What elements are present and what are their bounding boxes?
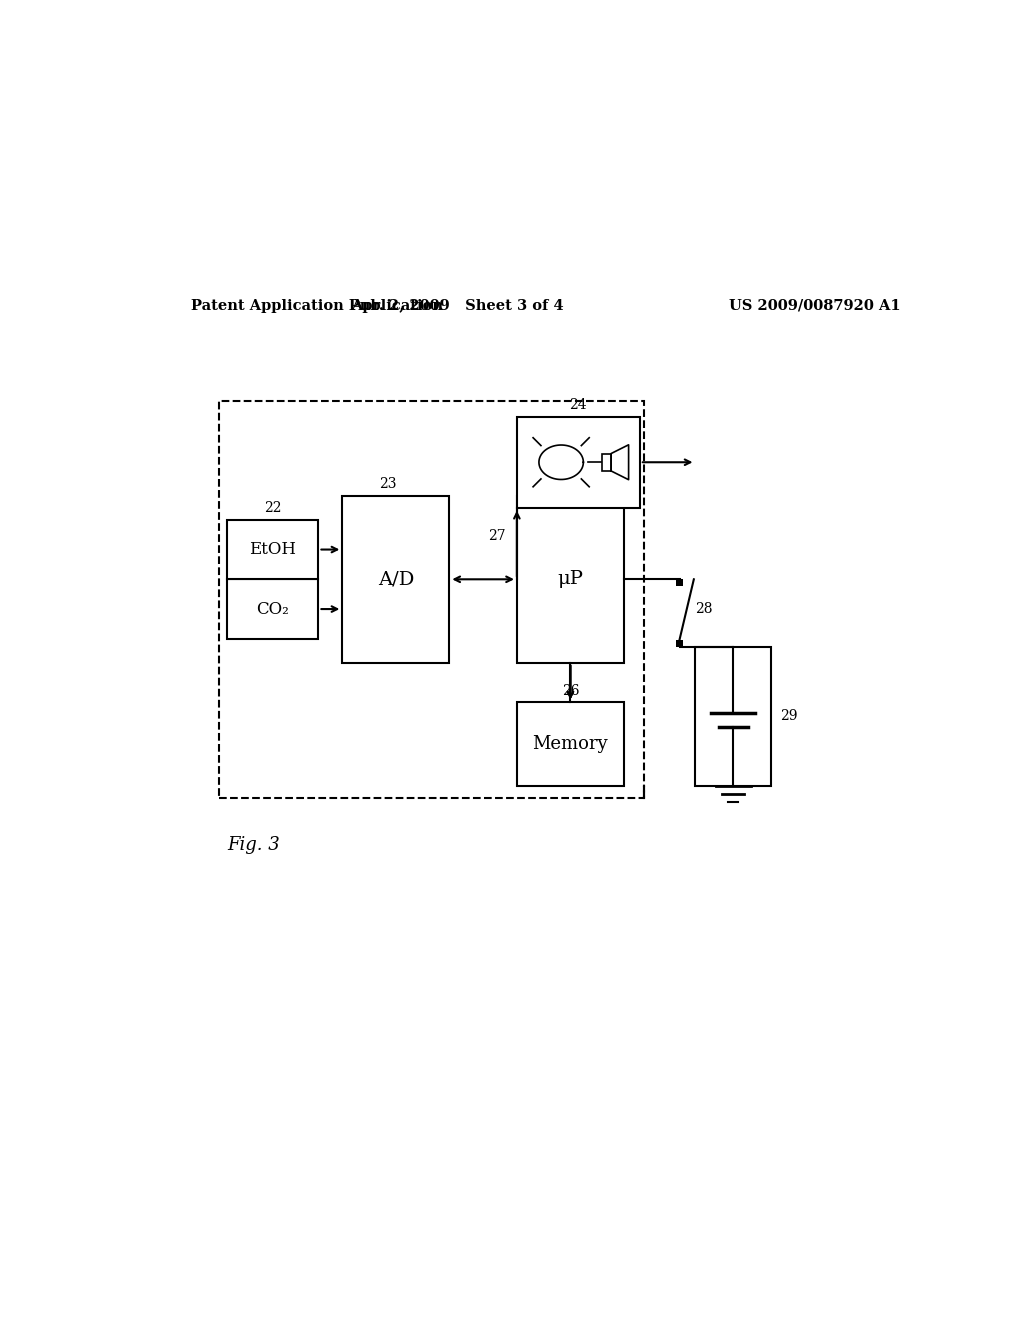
Text: 25: 25 [562, 478, 580, 491]
Bar [517, 496, 624, 663]
Text: EtOH: EtOH [249, 541, 296, 558]
Text: 23: 23 [379, 478, 396, 491]
Text: Memory: Memory [532, 735, 608, 752]
Text: 27: 27 [488, 528, 506, 543]
Bar [342, 496, 450, 663]
Text: Patent Application Publication: Patent Application Publication [191, 298, 443, 313]
Text: Fig. 3: Fig. 3 [227, 836, 280, 854]
Bar [517, 702, 624, 785]
Text: Apr. 2, 2009   Sheet 3 of 4: Apr. 2, 2009 Sheet 3 of 4 [351, 298, 563, 313]
Bar [227, 520, 318, 579]
Text: 28: 28 [695, 602, 713, 616]
Text: 24: 24 [569, 397, 587, 412]
Bar [227, 579, 318, 639]
Text: 22: 22 [264, 502, 282, 515]
Text: 21: 21 [264, 561, 282, 574]
Bar [219, 401, 644, 797]
Text: CO₂: CO₂ [256, 601, 289, 618]
Text: US 2009/0087920 A1: US 2009/0087920 A1 [729, 298, 900, 313]
Bar [602, 454, 611, 471]
Bar [676, 640, 683, 647]
Text: A/D: A/D [378, 570, 414, 589]
Bar [695, 647, 771, 785]
Text: 29: 29 [780, 709, 798, 723]
Bar [676, 579, 683, 586]
Bar [517, 417, 640, 508]
Text: 26: 26 [562, 684, 580, 697]
Text: μP: μP [557, 570, 584, 589]
